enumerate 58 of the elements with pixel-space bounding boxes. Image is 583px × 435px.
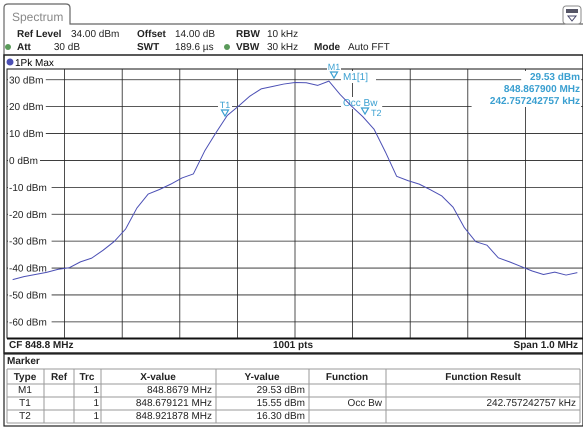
text: Att [17, 42, 32, 53]
y-tick-label: -10 dBm [9, 182, 47, 194]
text: T1 [19, 398, 32, 409]
text: 1 [93, 398, 100, 409]
text: 29.53 dBm [256, 385, 305, 396]
text: 30 kHz [267, 42, 298, 53]
text: Ref Level [17, 29, 62, 40]
y-tick-label: 0 dBm [9, 156, 38, 167]
text: X-value [140, 372, 176, 383]
text: 848.921878 MHz [136, 411, 212, 422]
text: CF 848.8 MHz [9, 340, 74, 351]
text: Occ Bw [348, 398, 383, 409]
text: Function Result [445, 372, 522, 383]
y-tick-label: 30 dBm [9, 75, 44, 86]
text: 30 dB [54, 42, 80, 53]
y-tick-label: -30 dBm [9, 236, 47, 248]
text: Offset [137, 29, 167, 40]
text: SWT [137, 42, 160, 53]
annotation: T1 [220, 100, 230, 110]
y-tick-label: -40 dBm [9, 264, 47, 275]
annotation: M1 [328, 62, 340, 72]
text: Mode [314, 42, 341, 53]
text: 1001 pts [272, 340, 314, 351]
text: Marker [7, 356, 40, 367]
annotation: T2 [371, 108, 382, 118]
y-tick-label: 20 dBm [9, 102, 44, 114]
y-tick-label: -50 dBm [9, 290, 47, 302]
y-tick-label: -20 dBm [9, 210, 47, 221]
y-tick-label: -60 dBm [9, 317, 47, 328]
text: Spectrum [12, 10, 64, 24]
text: 16.30 dBm [256, 411, 305, 422]
text: M1 [18, 385, 32, 396]
y-tick-label: 10 dBm [9, 129, 44, 140]
text: 848.8679 MHz [146, 385, 212, 396]
annotation: M1[1] [343, 72, 368, 83]
text: 15.55 dBm [256, 398, 305, 409]
text: VBW [236, 42, 260, 53]
text: 242.757242757 kHz [486, 398, 576, 409]
text: Span 1.0 MHz [514, 340, 578, 351]
text: 34.00 dBm [71, 29, 120, 40]
annotation: 848.867900 MHz [504, 84, 580, 95]
text: 1 [93, 385, 100, 396]
text: T2 [19, 411, 32, 422]
text: Trc [79, 372, 95, 383]
annotation: 242.757242757 kHz [490, 96, 580, 107]
text: 10 kHz [267, 29, 298, 40]
text: Auto FFT [348, 42, 390, 53]
text: Function [326, 372, 368, 383]
text: 14.00 dB [175, 29, 216, 40]
text: RBW [236, 29, 260, 40]
annotation: 29.53 dBm [530, 72, 580, 83]
text: 189.6 µs [175, 42, 214, 53]
text: Ref [50, 372, 68, 383]
text: 848.679121 MHz [136, 398, 212, 409]
text: Y-value [244, 372, 280, 383]
legend-label: 1Pk Max [15, 58, 54, 69]
text: 1 [93, 411, 100, 422]
text: Type [14, 372, 37, 383]
